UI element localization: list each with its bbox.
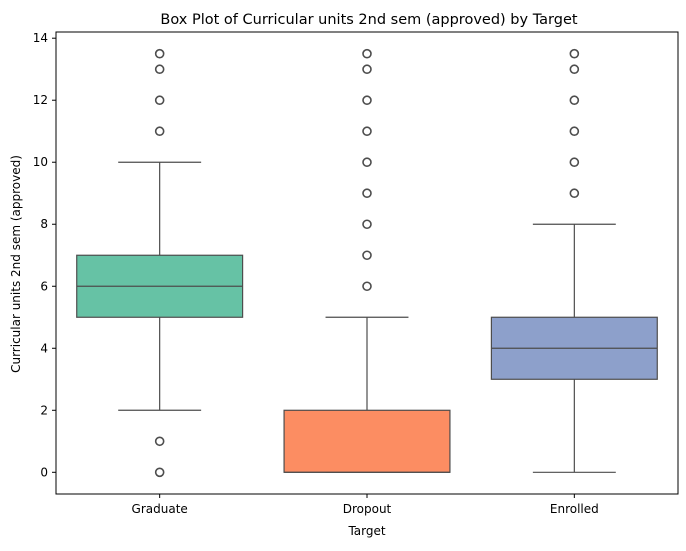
x-axis-label: Target	[347, 524, 385, 538]
outlier-point	[154, 467, 165, 478]
y-axis-label: Curricular units 2nd sem (approved)	[9, 155, 23, 373]
y-axis: 0 2 4 6 8 10 12 14	[33, 31, 56, 479]
outlier-point	[154, 64, 165, 75]
outlier-point	[362, 48, 372, 59]
outlier-point	[362, 219, 372, 230]
y-tick-label: 12	[33, 93, 48, 107]
outlier-point	[362, 281, 372, 292]
outlier-point	[154, 436, 165, 447]
outlier-point	[154, 126, 165, 137]
y-tick-label: 0	[40, 465, 48, 479]
y-tick-label: 14	[33, 31, 48, 45]
outlier-point	[362, 95, 372, 106]
outlier-point	[569, 126, 580, 137]
outlier-point	[154, 48, 165, 59]
x-axis: Graduate Dropout Enrolled	[132, 494, 599, 516]
box-group-graduate	[76, 48, 244, 478]
outlier-point	[362, 126, 372, 137]
box-group-dropout	[283, 48, 451, 473]
outlier-point	[569, 64, 580, 75]
plot-area	[55, 31, 679, 495]
outlier-point	[362, 157, 372, 168]
y-tick-label: 10	[33, 155, 48, 169]
chart-title: Box Plot of Curricular units 2nd sem (ap…	[160, 12, 577, 28]
outlier-point	[569, 95, 580, 106]
y-tick-label: 2	[40, 403, 48, 417]
outlier-point	[569, 188, 580, 199]
y-tick-label: 6	[40, 279, 48, 293]
outlier-point	[362, 64, 372, 75]
outlier-point	[154, 95, 165, 106]
x-tick-label: Graduate	[132, 502, 188, 516]
box-dropout	[283, 409, 451, 473]
outlier-point	[362, 250, 372, 261]
outlier-point	[362, 188, 372, 199]
x-tick-label: Dropout	[343, 502, 392, 516]
x-tick-label: Enrolled	[550, 502, 599, 516]
outlier-point	[569, 48, 580, 59]
outlier-point	[569, 157, 580, 168]
box-group-enrolled	[490, 48, 658, 473]
y-tick-label: 4	[40, 341, 48, 355]
y-tick-label: 8	[40, 217, 48, 231]
